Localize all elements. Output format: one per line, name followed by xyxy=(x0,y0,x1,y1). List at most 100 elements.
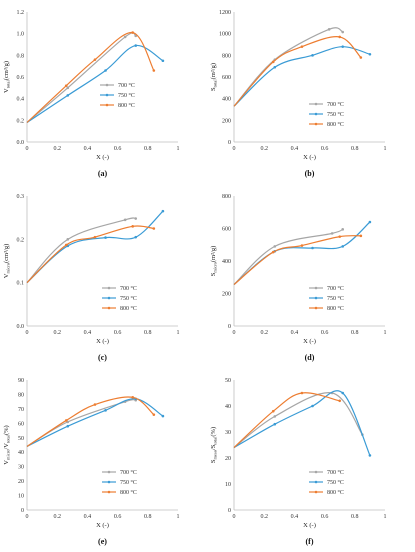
x-tick-label: 0.6 xyxy=(321,514,329,520)
legend-marker-700 xyxy=(107,470,111,474)
data-point-800 xyxy=(93,235,97,239)
legend-label-700: 700 °C xyxy=(120,469,137,476)
chart-panel-c: 0 0.2 0.4 0.6 0.8 1 0.0 0.1 0.2 0.3 X (-) Vmicro(cm… xyxy=(0,184,207,368)
legend-label-800: 800 °C xyxy=(118,102,135,109)
x-tick-label: 0 xyxy=(233,146,236,152)
x-tick-label: 0.8 xyxy=(351,330,359,336)
x-tick-label: 0 xyxy=(233,330,236,336)
data-point-700 xyxy=(66,86,70,90)
chart-panel-a: 0 0.2 0.4 0.6 0.8 1 0.0 0.2 0.4 0.6 0.8 1.0 1.2 X (-)… xyxy=(0,0,207,184)
x-tick-label: 0.8 xyxy=(144,514,152,520)
y-tick-label: 0.8 xyxy=(17,53,25,59)
series-line-700 xyxy=(233,392,363,449)
data-point-800 xyxy=(300,244,304,247)
y-tick-label: 200 xyxy=(222,292,231,298)
y-tick-label: 0.2 xyxy=(17,237,25,243)
x-axis-label: X (-) xyxy=(96,338,109,345)
y-tick-label: 0.4 xyxy=(17,97,25,103)
x-tick-label: 0.6 xyxy=(114,514,122,520)
x-tick-label: 0.4 xyxy=(84,330,92,336)
y-tick-label: 600 xyxy=(222,227,231,233)
chart-svg: 0 0.2 0.4 0.6 0.8 1 0 200 400 600 800 1000 1200 X (-)… xyxy=(210,10,387,178)
series-line-700 xyxy=(26,217,136,284)
legend-label-800: 800 °C xyxy=(120,305,137,312)
x-axis-label: X (-) xyxy=(303,522,316,529)
data-point-800 xyxy=(359,56,363,59)
y-tick-label: 400 xyxy=(222,97,231,103)
y-tick-label: 1200 xyxy=(219,10,231,16)
series-line-800 xyxy=(26,225,154,284)
legend-marker-800 xyxy=(107,490,111,494)
legend-marker-700 xyxy=(105,83,109,87)
data-point-700 xyxy=(273,415,277,418)
x-tick-label: 1 xyxy=(177,146,180,152)
x-tick-label: 0.4 xyxy=(84,146,92,152)
x-tick-label: 1 xyxy=(384,330,387,336)
legend-label-750: 750 °C xyxy=(120,479,137,486)
legend-label-800: 800 °C xyxy=(327,305,344,312)
series-line-750 xyxy=(26,210,164,284)
data-point-750 xyxy=(273,65,277,69)
y-tick-label: 0.1 xyxy=(17,281,25,287)
data-point-750 xyxy=(273,422,277,426)
legend-marker-700 xyxy=(314,286,318,290)
data-point-750 xyxy=(134,235,138,239)
x-tick-label: 0.4 xyxy=(291,514,299,520)
data-point-700 xyxy=(123,218,127,222)
x-tick-label: 0.2 xyxy=(53,514,61,520)
series-line-700 xyxy=(233,27,344,107)
y-axis-label: Stotal(m²/g) xyxy=(210,63,218,91)
legend-label-700: 700 °C xyxy=(327,469,344,476)
legend-label-700: 700 °C xyxy=(120,285,137,292)
x-tick-label: 0.8 xyxy=(144,330,152,336)
y-tick-label: 90 xyxy=(18,378,24,384)
panel-caption: (f) xyxy=(306,537,314,546)
y-tick-label: 0.0 xyxy=(17,140,25,146)
legend-marker-800 xyxy=(314,490,318,494)
x-tick-label: 0 xyxy=(233,514,236,520)
y-tick-label: 30 xyxy=(18,465,24,471)
y-tick-label: 40 xyxy=(18,450,24,456)
panel-caption: (a) xyxy=(98,169,108,178)
legend-marker-750 xyxy=(107,480,111,484)
data-point-750 xyxy=(311,54,314,57)
y-tick-label: 1.2 xyxy=(17,10,25,16)
data-point-700 xyxy=(341,30,345,34)
y-tick-label: 50 xyxy=(225,378,231,384)
legend-label-800: 800 °C xyxy=(327,121,344,128)
legend-label-750: 750 °C xyxy=(120,295,137,302)
data-point-750 xyxy=(161,414,165,418)
panel-caption: (d) xyxy=(305,353,315,362)
legend-label-750: 750 °C xyxy=(327,479,344,486)
legend-marker-800 xyxy=(314,122,318,126)
y-tick-label: 400 xyxy=(222,259,231,265)
series-line-750 xyxy=(233,221,371,286)
y-tick-label: 20 xyxy=(225,456,231,462)
data-point-800 xyxy=(271,409,275,413)
legend-marker-800 xyxy=(105,103,109,107)
x-tick-label: 1 xyxy=(384,514,387,520)
y-tick-label: 1.0 xyxy=(17,32,25,38)
data-point-800 xyxy=(93,403,97,406)
series-line-800 xyxy=(26,396,155,447)
data-point-750 xyxy=(341,391,345,395)
data-point-750 xyxy=(341,245,345,248)
y-axis-label: Smeso/Stotal(%) xyxy=(210,427,218,463)
data-point-700 xyxy=(123,35,127,39)
legend: 700 °C 750 °C 800 °C xyxy=(309,101,344,128)
x-tick-label: 0.6 xyxy=(321,146,329,152)
legend-marker-800 xyxy=(314,306,318,310)
panel-caption: (e) xyxy=(98,537,107,546)
legend-label-700: 700 °C xyxy=(327,285,344,292)
legend: 700 °C 750 °C 800 °C xyxy=(100,82,135,109)
data-point-800 xyxy=(64,419,68,422)
y-axis-label: Vmicro/Vtotal(%) xyxy=(3,425,11,464)
legend-marker-750 xyxy=(314,296,318,300)
y-tick-label: 50 xyxy=(18,436,24,442)
chart-panel-b: 0 0.2 0.4 0.6 0.8 1 0 200 400 600 800 1000 1200 X (-)… xyxy=(207,0,414,184)
x-tick-label: 0.6 xyxy=(321,330,329,336)
data-point-750 xyxy=(134,44,138,47)
data-point-750 xyxy=(368,52,372,56)
data-point-800 xyxy=(152,227,156,230)
